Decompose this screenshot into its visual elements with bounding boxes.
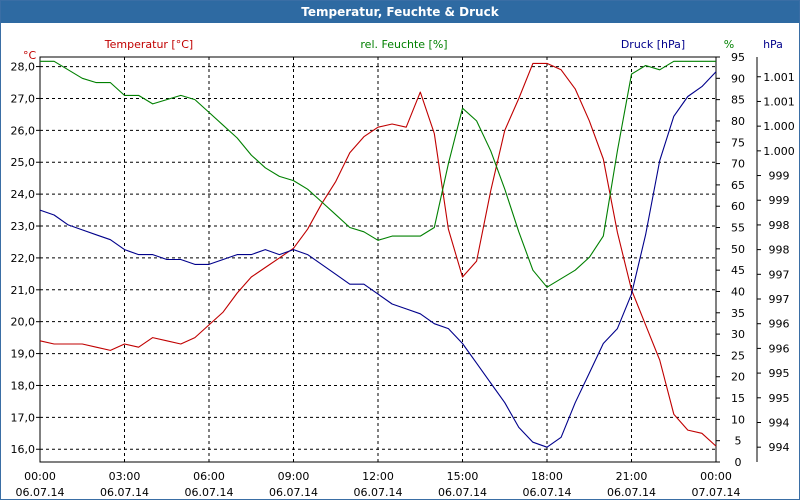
pressure-tick-label: 997	[769, 293, 790, 306]
temperature-unit-label: °C	[23, 49, 37, 62]
x-tick-label: 12:00	[362, 470, 394, 483]
x-tick-label: 03:00	[109, 470, 141, 483]
temperature-tick-label: 27,0	[11, 92, 36, 105]
axes: 00:00 06.07.14 03:00 06.07.14 06:00 06.07.14 0…	[11, 38, 795, 499]
pressure-tick-label: 996	[769, 342, 790, 355]
humidity-tick-label: 90	[731, 72, 745, 85]
pressure-tick-label: 1.000	[763, 145, 795, 158]
pressure-tick-label: 998	[769, 219, 790, 232]
humidity-tick-label: 50	[731, 243, 745, 256]
humidity-unit-label: %	[724, 38, 734, 51]
pressure-tick-label: 999	[769, 170, 790, 183]
humidity-tick-label: 0	[735, 456, 742, 469]
x-tick-date-label: 06.07.14	[269, 486, 318, 499]
x-tick-date-label: 06.07.14	[438, 486, 487, 499]
humidity-tick-label: 65	[731, 179, 745, 192]
humidity-tick-label: 35	[731, 307, 745, 320]
pressure-unit-label: hPa	[763, 38, 783, 51]
pressure-series-line	[39, 71, 717, 448]
legend: Temperatur [°C] rel. Feuchte [%] Druck [hP…	[104, 38, 685, 51]
humidity-tick-label: 80	[731, 115, 745, 128]
temperature-tick-label: 17,0	[11, 411, 36, 424]
series	[39, 60, 717, 448]
humidity-legend-label: rel. Feuchte [%]	[360, 38, 447, 51]
pressure-tick-label: 1.001	[763, 71, 795, 84]
temperature-tick-label: 22,0	[11, 252, 36, 265]
temperature-tick-label: 21,0	[11, 284, 36, 297]
x-tick-date-label: 06.07.14	[354, 486, 403, 499]
x-tick-date-label: 06.07.14	[523, 486, 572, 499]
pressure-tick-label: 997	[769, 268, 790, 281]
humidity-tick-label: 85	[731, 94, 745, 107]
window-title: Temperatur, Feuchte & Druck	[1, 1, 799, 23]
temperature-tick-label: 28,0	[11, 61, 36, 74]
humidity-tick-label: 20	[731, 371, 745, 384]
temperature-tick-label: 16,0	[11, 443, 36, 456]
x-tick-date-label: 06.07.14	[607, 486, 656, 499]
temperature-tick-label: 24,0	[11, 188, 36, 201]
x-tick-date-label: 07.07.14	[692, 486, 741, 499]
pressure-tick-label: 999	[769, 194, 790, 207]
pressure-tick-label: 1.000	[763, 120, 795, 133]
temperature-series-line	[39, 62, 717, 447]
x-tick-label: 09:00	[278, 470, 310, 483]
temperature-legend-label: Temperatur [°C]	[104, 38, 193, 51]
humidity-tick-label: 55	[731, 222, 745, 235]
temperature-tick-label: 19,0	[11, 348, 36, 361]
x-tick-date-label: 06.07.14	[16, 486, 65, 499]
humidity-tick-label: 75	[731, 136, 745, 149]
x-tick-label: 21:00	[616, 470, 648, 483]
x-tick-label: 18:00	[531, 470, 563, 483]
pressure-tick-label: 995	[769, 392, 790, 405]
weather-chart: 00:00 06.07.14 03:00 06.07.14 06:00 06.07.14 0…	[11, 38, 795, 499]
temperature-tick-label: 25,0	[11, 156, 36, 169]
humidity-tick-label: 95	[731, 51, 745, 64]
temperature-tick-label: 23,0	[11, 220, 36, 233]
temperature-tick-label: 26,0	[11, 124, 36, 137]
pressure-tick-label: 1.001	[763, 95, 795, 108]
x-tick-label: 00:00	[700, 470, 732, 483]
humidity-tick-label: 15	[731, 392, 745, 405]
pressure-tick-label: 996	[769, 318, 790, 331]
humidity-tick-label: 45	[731, 264, 745, 277]
x-tick-date-label: 06.07.14	[100, 486, 149, 499]
x-tick-label: 15:00	[447, 470, 479, 483]
humidity-tick-label: 70	[731, 158, 745, 171]
humidity-tick-label: 10	[731, 413, 745, 426]
pressure-legend-label: Druck [hPa]	[621, 38, 685, 51]
x-tick-label: 06:00	[193, 470, 225, 483]
pressure-tick-label: 995	[769, 367, 790, 380]
humidity-tick-label: 60	[731, 200, 745, 213]
pressure-tick-label: 994	[769, 441, 790, 454]
temperature-tick-label: 18,0	[11, 379, 36, 392]
pressure-tick-label: 994	[769, 416, 790, 429]
x-tick-label: 00:00	[24, 470, 56, 483]
humidity-tick-label: 30	[731, 328, 745, 341]
humidity-tick-label: 25	[731, 349, 745, 362]
pressure-tick-label: 998	[769, 244, 790, 257]
humidity-series-line	[40, 60, 716, 288]
humidity-tick-label: 5	[735, 435, 742, 448]
humidity-tick-label: 40	[731, 285, 745, 298]
temperature-tick-label: 20,0	[11, 316, 36, 329]
grid	[40, 57, 716, 462]
x-tick-date-label: 06.07.14	[185, 486, 234, 499]
